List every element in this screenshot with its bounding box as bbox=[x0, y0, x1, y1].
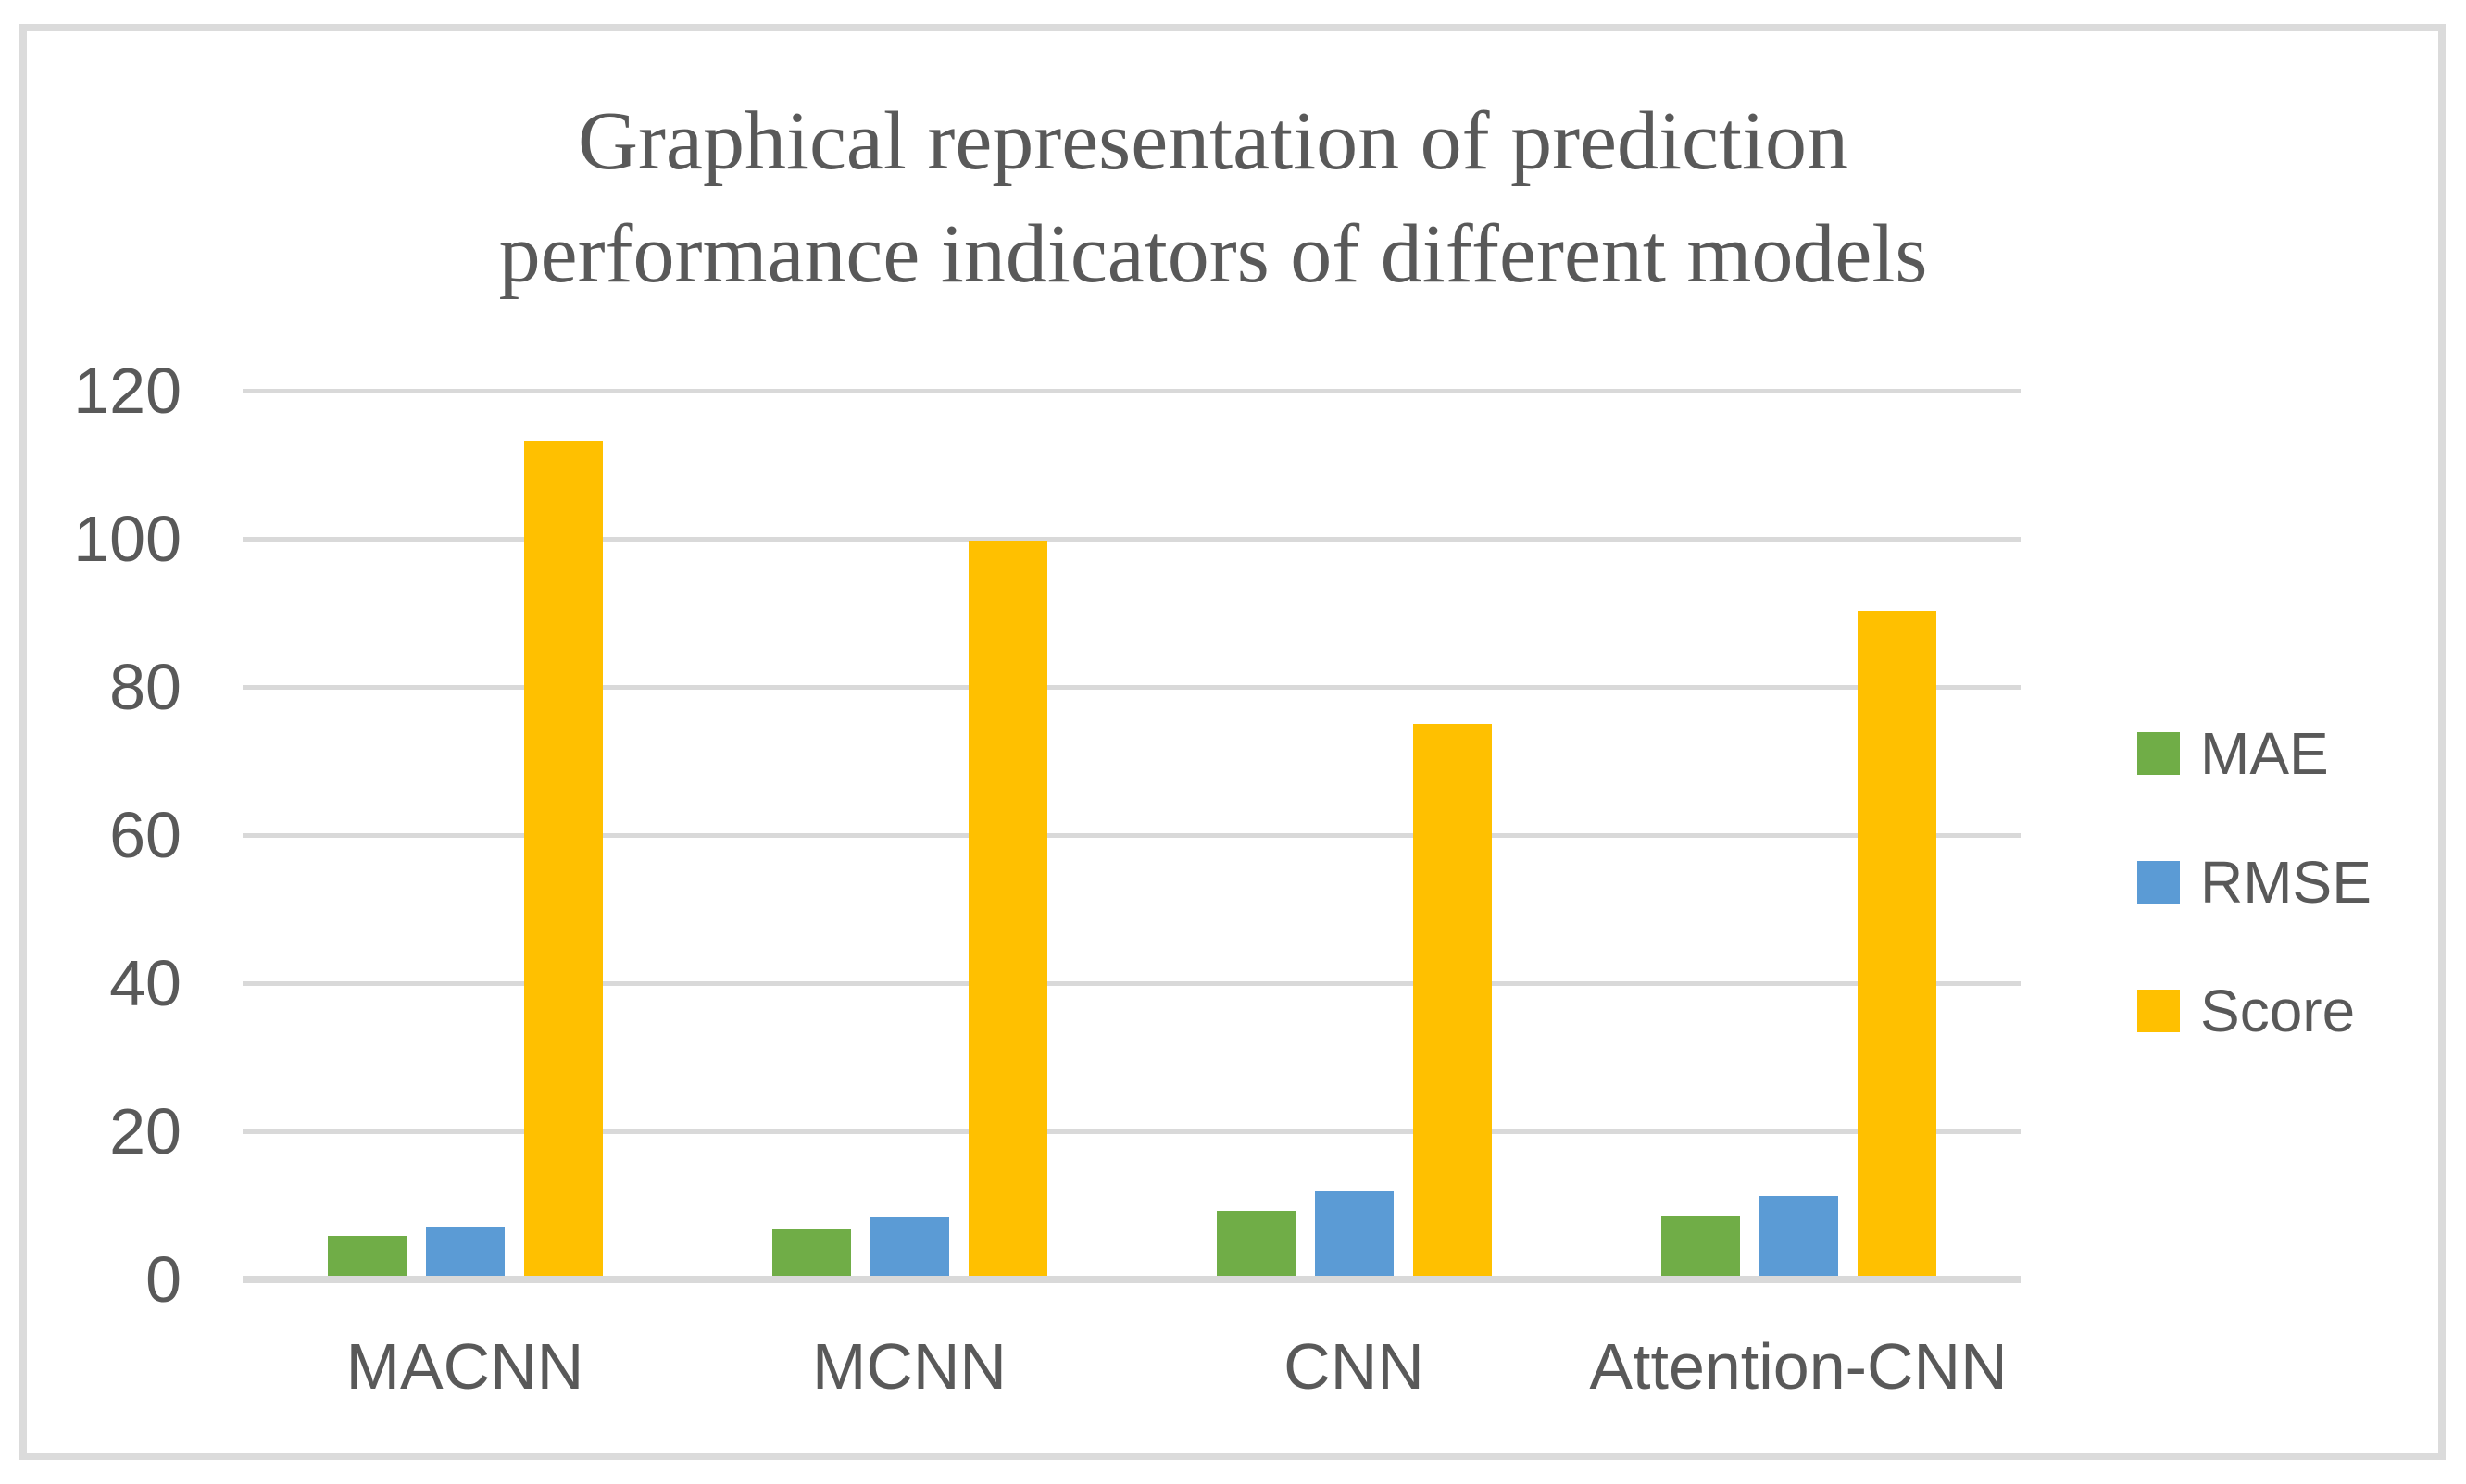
y-tick-label-100: 100 bbox=[73, 503, 182, 575]
bar-score-attention-cnn bbox=[1857, 611, 1936, 1276]
x-axis-category-labels: MACNN MCNN CNN Attention-CNN bbox=[243, 1333, 2021, 1400]
bar-mae-attention-cnn bbox=[1660, 1216, 1740, 1276]
bar-score-macnn bbox=[523, 441, 603, 1276]
legend-label-score: Score bbox=[2200, 978, 2356, 1044]
y-tick-label-80: 80 bbox=[109, 651, 182, 723]
gridline-80 bbox=[243, 684, 2021, 690]
gridline-100 bbox=[243, 536, 2021, 542]
chart-title-line-2: performance indicators of different mode… bbox=[498, 208, 1928, 300]
x-category-label-macnn: MACNN bbox=[345, 1330, 584, 1403]
gridline-60 bbox=[243, 832, 2021, 838]
bar-mae-macnn bbox=[327, 1235, 407, 1276]
y-tick-label-20: 20 bbox=[109, 1095, 182, 1167]
bar-score-cnn bbox=[1412, 724, 1492, 1276]
bar-mae-mcnn bbox=[771, 1229, 851, 1276]
plot-area bbox=[243, 388, 2021, 1283]
y-tick-label-120: 120 bbox=[73, 355, 182, 427]
gridline-120 bbox=[243, 388, 2021, 393]
bar-mae-cnn bbox=[1216, 1210, 1296, 1276]
legend-swatch-mae bbox=[2137, 732, 2180, 775]
bar-score-mcnn bbox=[968, 541, 1047, 1276]
x-category-label-cnn: CNN bbox=[1283, 1330, 1424, 1403]
bar-rmse-attention-cnn bbox=[1759, 1196, 1838, 1276]
legend-item-mae: MAE bbox=[2137, 720, 2329, 787]
y-tick-label-60: 60 bbox=[109, 799, 182, 871]
chart-title-line-1: Graphical representation of prediction bbox=[578, 95, 1848, 187]
y-tick-label-40: 40 bbox=[109, 947, 182, 1019]
gridline-20 bbox=[243, 1129, 2021, 1134]
x-category-label-attention-cnn: Attention-CNN bbox=[1589, 1330, 2008, 1403]
x-category-label-mcnn: MCNN bbox=[812, 1330, 1007, 1403]
x-axis-line bbox=[243, 1276, 2021, 1283]
legend-item-rmse: RMSE bbox=[2137, 849, 2372, 916]
y-axis-tick-labels: 120 100 80 60 40 20 0 bbox=[0, 357, 182, 1313]
gridline-40 bbox=[243, 980, 2021, 986]
y-tick-label-0: 0 bbox=[145, 1243, 182, 1316]
chart-title: Graphical representation of prediction p… bbox=[148, 85, 2278, 311]
legend-label-rmse: RMSE bbox=[2200, 849, 2372, 916]
bar-rmse-macnn bbox=[425, 1227, 505, 1276]
legend-swatch-rmse bbox=[2137, 861, 2180, 904]
legend-label-mae: MAE bbox=[2200, 720, 2329, 787]
legend-swatch-score bbox=[2137, 990, 2180, 1032]
bar-rmse-mcnn bbox=[870, 1216, 949, 1276]
bar-rmse-cnn bbox=[1314, 1191, 1394, 1276]
legend-item-score: Score bbox=[2137, 978, 2355, 1044]
